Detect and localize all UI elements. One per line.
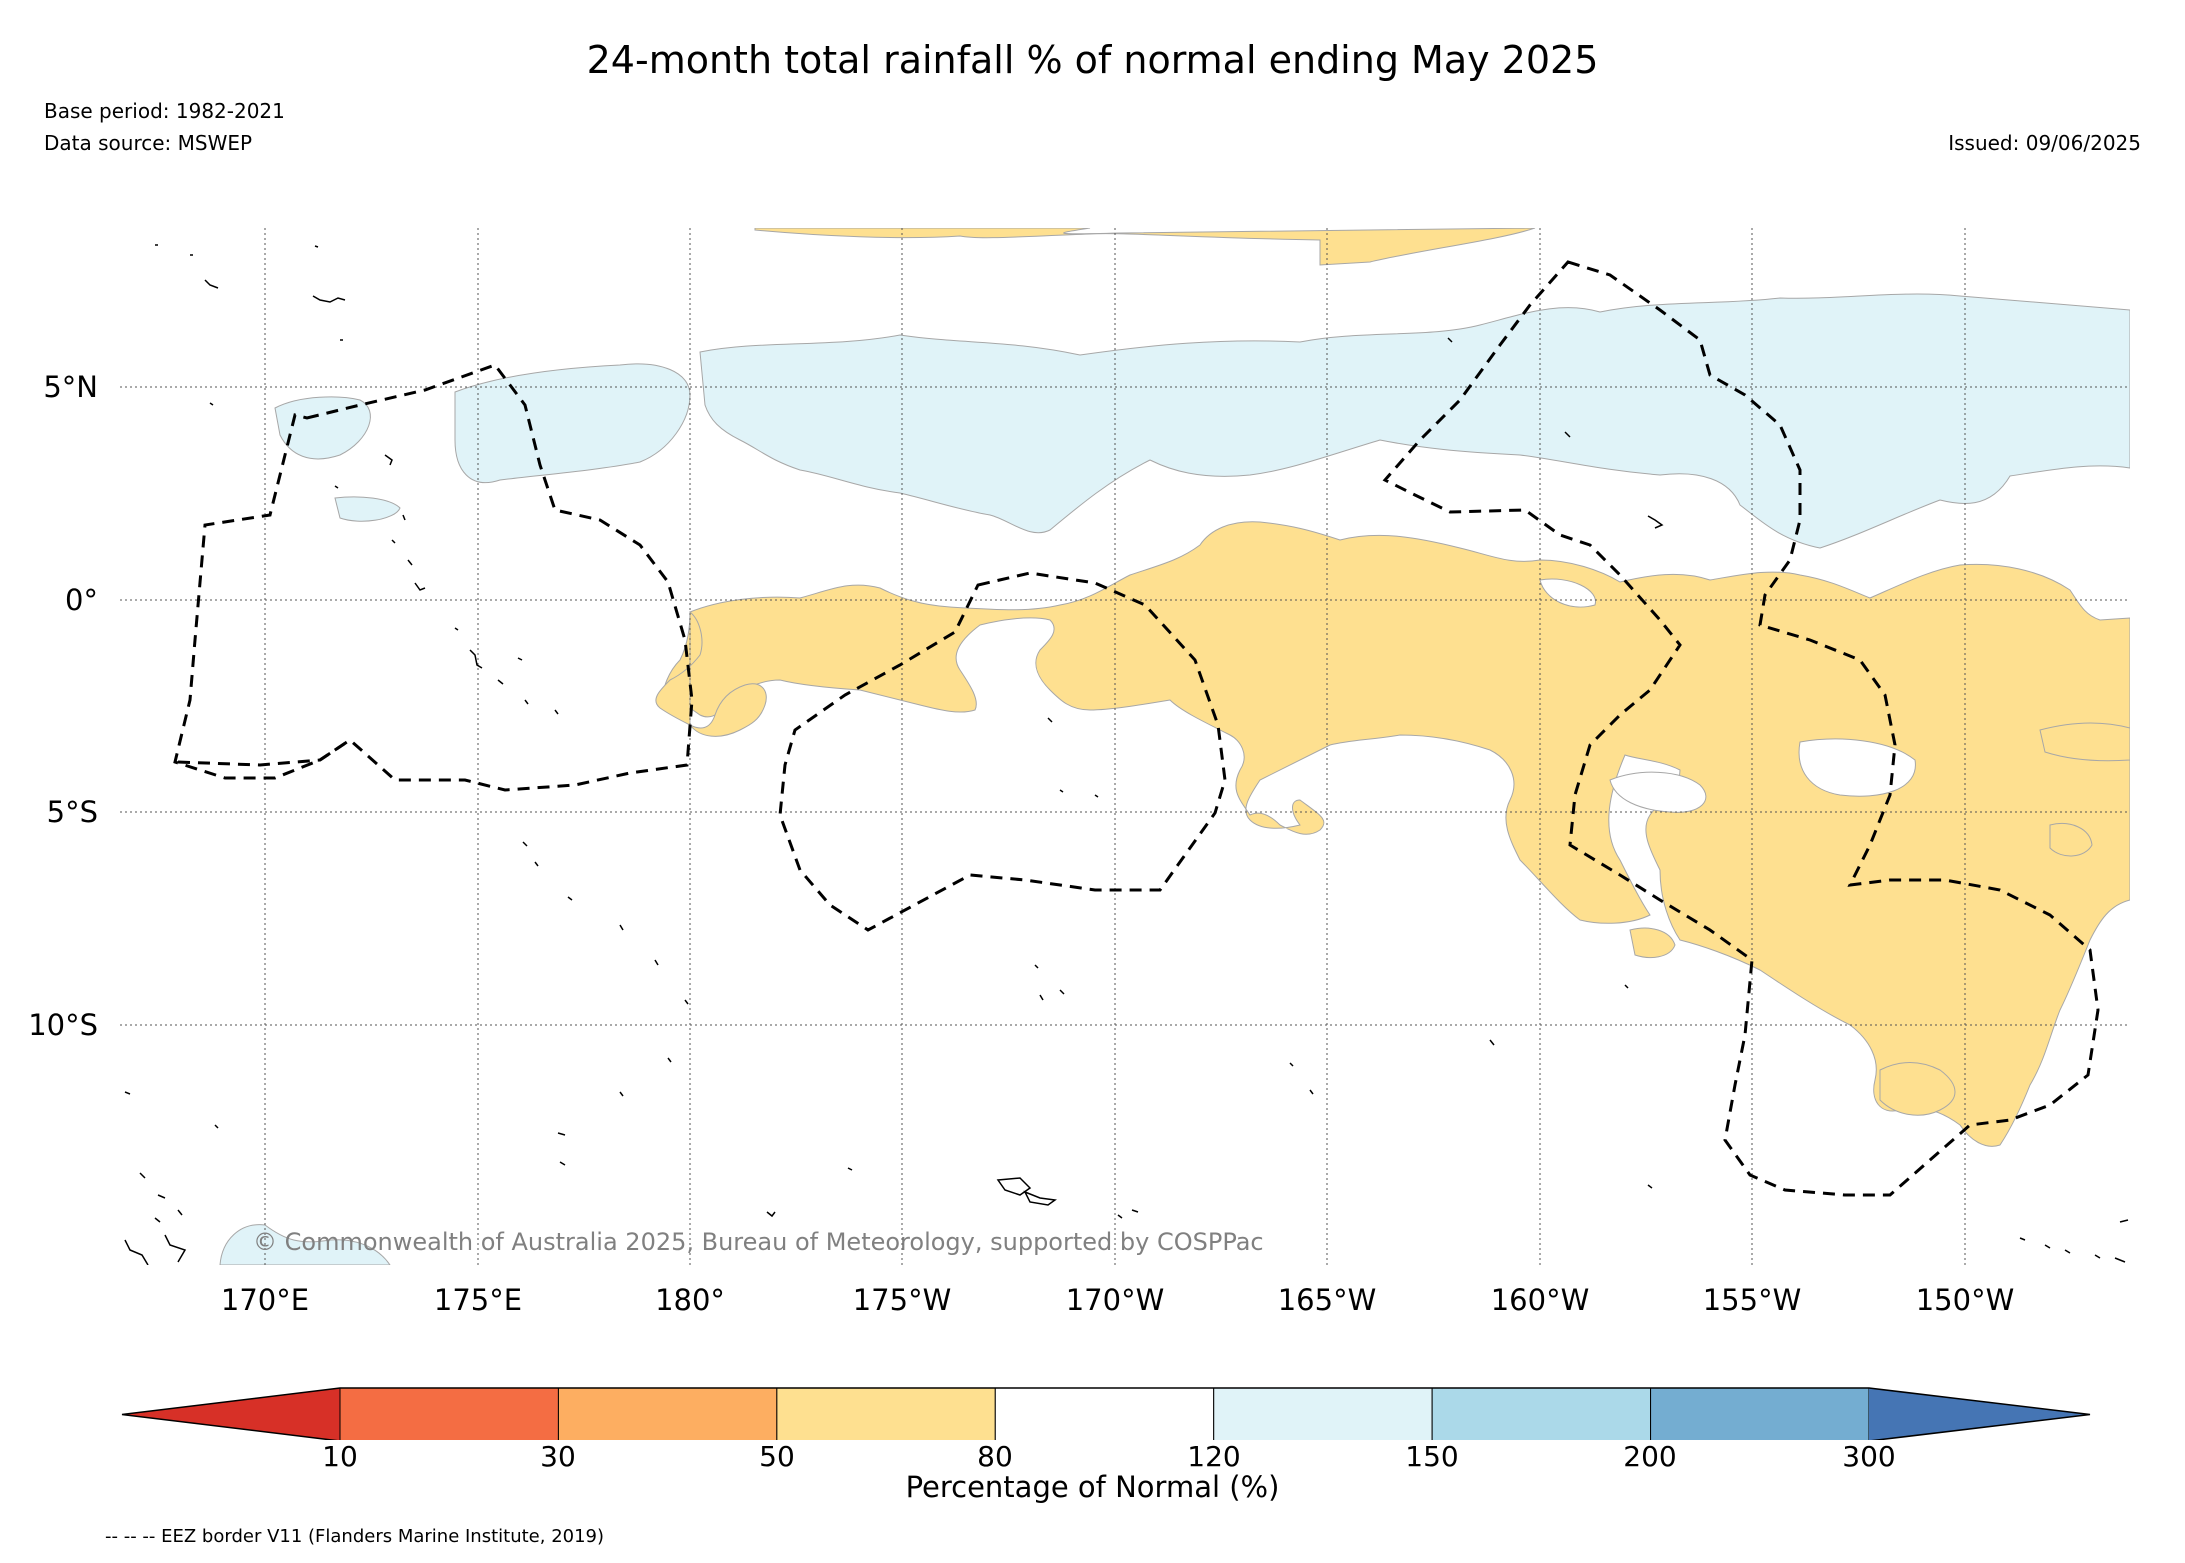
wet-patch-west: [454, 363, 691, 484]
lat-label: 5°N: [43, 370, 98, 404]
eez-cook-samoa: [177, 738, 351, 767]
lon-label: 170°W: [1065, 1283, 1165, 1317]
eez-legend-note: -- -- -- EEZ border V11 (Flanders Marine…: [105, 1526, 605, 1547]
eez-tokelau: [778, 571, 1227, 932]
colorbar-extend-high: [1869, 1388, 2090, 1440]
lon-label: 175°W: [852, 1283, 952, 1317]
lon-label: 155°W: [1702, 1283, 1802, 1317]
colorbar-tick: 300: [1842, 1440, 1896, 1473]
colorbar-segment: [1431, 1387, 1652, 1440]
lat-label: 5°S: [46, 795, 98, 829]
lon-label: 180°: [655, 1283, 725, 1317]
colorbar-outline: [121, 1387, 2091, 1440]
islands: [124, 244, 2129, 1265]
lon-label: 160°W: [1490, 1283, 1590, 1317]
colorbar-label: Percentage of Normal (%): [905, 1470, 1280, 1504]
gridlines: [120, 228, 2130, 1265]
colorbar-segment: [994, 1387, 1215, 1440]
eez-borders: [173, 260, 2100, 1197]
lon-label: 170°E: [220, 1283, 310, 1317]
dry-patch-2: [1629, 927, 1676, 958]
lat-label: 10°S: [28, 1008, 98, 1042]
colorbar-segment: [1650, 1387, 1870, 1440]
dry-region-east-south: [1879, 1062, 1956, 1116]
colorbar-tick: 30: [540, 1440, 576, 1473]
rainfall-map: [120, 228, 2130, 1265]
wet-patch-far-west: [274, 396, 371, 460]
colorbar-segment: [1213, 1387, 1433, 1440]
lon-label: 165°W: [1277, 1283, 1377, 1317]
lon-label: 175°E: [433, 1283, 523, 1317]
lat-label: 0°: [65, 583, 98, 617]
colorbar: [121, 1387, 2091, 1440]
dry-region-west: [655, 610, 767, 737]
colorbar-tick: 200: [1623, 1440, 1677, 1473]
eez-kiribati-line: [1382, 260, 2100, 1197]
wet-patch-small: [334, 496, 401, 522]
dry-band-north: [754, 228, 1536, 266]
data-source: Data source: MSWEP: [44, 131, 253, 155]
dry-patch-3: [2049, 823, 2093, 857]
colorbar-tick: 120: [1187, 1440, 1241, 1473]
colorbar-tick: 80: [977, 1440, 1013, 1473]
colorbar-tick: 50: [759, 1440, 795, 1473]
colorbar-tick: 150: [1405, 1440, 1459, 1473]
copyright-notice: © Commonwealth of Australia 2025, Bureau…: [253, 1228, 1264, 1256]
colorbar-extend-low: [122, 1388, 340, 1440]
colorbar-tick: 10: [322, 1440, 358, 1473]
colorbar-segment: [557, 1387, 778, 1440]
colorbar-segment: [776, 1387, 996, 1440]
base-period: Base period: 1982-2021: [44, 99, 285, 123]
eez-kiribati-gilbert: [173, 363, 694, 792]
lon-label: 150°W: [1915, 1283, 2015, 1317]
map-title: 24-month total rainfall % of normal endi…: [586, 38, 1599, 82]
colorbar-segment: [339, 1387, 559, 1440]
dry-region-main: [663, 521, 2130, 1147]
wet-patch-sw-corner: [219, 1224, 391, 1265]
wet-band-region: [699, 293, 2130, 549]
issued-date: Issued: 09/06/2025: [1948, 131, 2141, 155]
dry-patch-1: [2039, 722, 2130, 762]
